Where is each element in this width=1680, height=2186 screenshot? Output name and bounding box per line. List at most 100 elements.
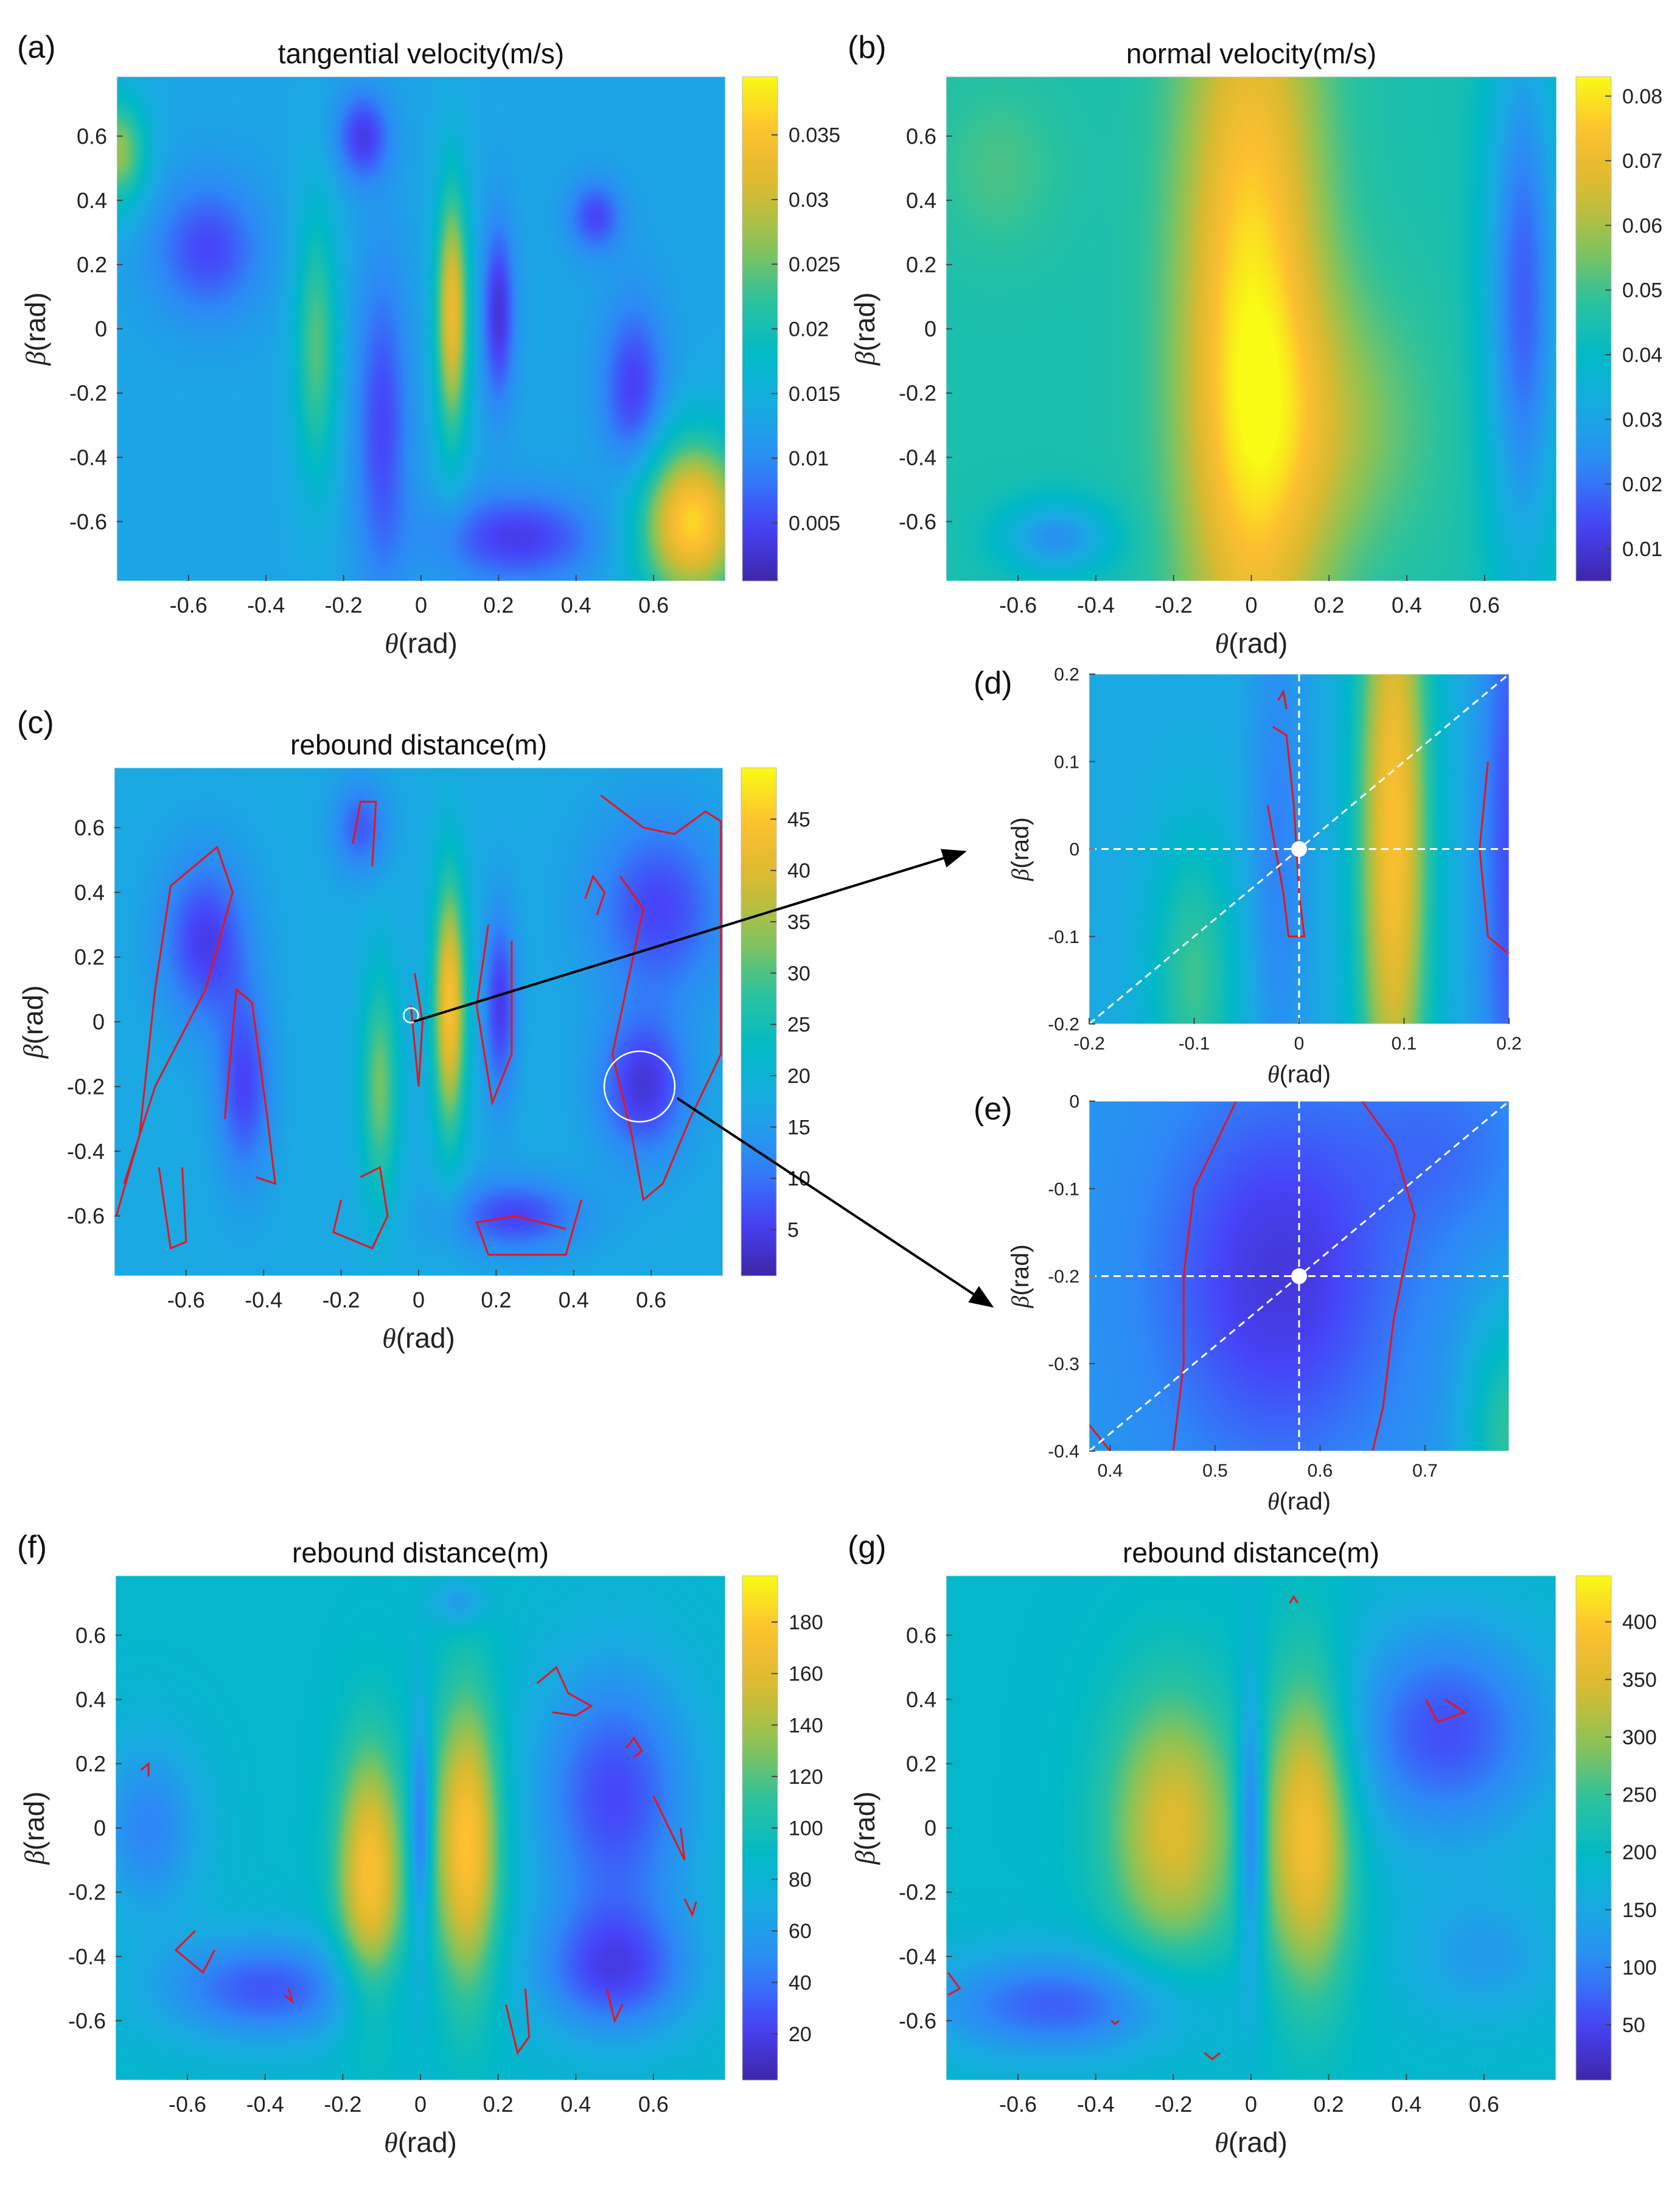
y-tick-label: -0.1 xyxy=(1048,927,1079,947)
contour-line xyxy=(600,795,722,1202)
colorbar-tick-label: 0.05 xyxy=(1622,279,1662,302)
x-tick-label: -0.2 xyxy=(1155,593,1193,618)
y-axis-symbol: β xyxy=(1006,1296,1034,1309)
x-axis-symbol: θ xyxy=(385,628,399,659)
x-tick-label: 0.1 xyxy=(1392,1034,1417,1054)
panel-e: 0.4 0.5 0.6 0.7-0.4-0.3-0.2-0.10θ(rad)β(rad… xyxy=(974,1091,1510,1515)
x-tick-label: 0.2 xyxy=(1314,593,1344,618)
contour-line xyxy=(947,1972,961,1996)
x-tick-label: 0.4 xyxy=(559,1287,589,1312)
y-tick-label: -0.3 xyxy=(1048,1354,1079,1374)
y-axis-label: β(rad) xyxy=(19,292,51,366)
panel-f: -0.6 -0.4 -0.2 0 0.2 0.4 0.6 -0.6 -0.4 -0.2 0 0.2 0.… xyxy=(17,1530,823,2158)
colorbar-tick-label: 20 xyxy=(789,2023,812,2046)
y-tick-label: 0.2 xyxy=(77,252,107,277)
x-axis-unit: (rad) xyxy=(1280,1488,1331,1515)
colorbar-tick-label: 400 xyxy=(1622,1611,1657,1634)
x-tick-label: -0.2 xyxy=(1073,1034,1105,1054)
x-axis-unit: (rad) xyxy=(396,1322,455,1354)
colorbar-tick-label: 15 xyxy=(787,1116,810,1139)
contour-line xyxy=(1204,2052,1221,2061)
x-axis-unit: (rad) xyxy=(399,627,458,659)
y-tick-label: -0.6 xyxy=(69,509,107,534)
contour-line xyxy=(1479,761,1509,955)
y-tick-label: 0.6 xyxy=(906,124,936,148)
y-tick-label: -0.4 xyxy=(899,445,936,470)
chart-title: normal velocity(m/s) xyxy=(1126,38,1377,69)
y-tick-label: 0.6 xyxy=(906,1623,936,1648)
y-tick-label: 0.4 xyxy=(75,1687,106,1712)
contour-line xyxy=(284,1988,295,2004)
x-axis-label: θ(rad) xyxy=(1267,1488,1331,1515)
zoom-arrow-to-d xyxy=(413,849,967,1023)
colorbar-tick-label: 0.02 xyxy=(1622,473,1662,496)
y-tick-label: 0.2 xyxy=(906,252,936,277)
colorbar-tick-label: 20 xyxy=(787,1065,810,1088)
colorbar-tick-label: 350 xyxy=(1622,1668,1657,1691)
contour-line xyxy=(158,1167,187,1250)
y-tick-label: 0.1 xyxy=(1054,752,1079,772)
colorbar-tick-label: 0.04 xyxy=(1622,344,1662,367)
heatmap-field xyxy=(116,1576,725,2080)
colorbar-tick-label: 100 xyxy=(789,1817,823,1840)
colorbar-tick-label: 0.02 xyxy=(789,318,829,341)
contour-line xyxy=(352,801,377,867)
y-tick-label: -0.2 xyxy=(1048,1267,1079,1287)
x-tick-label: -0.6 xyxy=(170,593,207,618)
x-tick-label: 0.2 xyxy=(481,1287,511,1312)
y-tick-label: -0.4 xyxy=(1048,1442,1079,1462)
selected-point-marker xyxy=(1291,1268,1307,1284)
colorbar-tick-label: 30 xyxy=(787,962,810,985)
contour-line xyxy=(1172,1101,1237,1451)
panel-label: (b) xyxy=(848,30,887,65)
y-axis-unit: (rad) xyxy=(1007,817,1034,868)
colorbar-tick-label: 80 xyxy=(789,1868,812,1892)
colorbar-tick-label: 100 xyxy=(1622,1957,1657,1980)
highlight-circle-d xyxy=(403,1007,419,1024)
colorbar-tick-label: 40 xyxy=(787,860,810,883)
y-axis-symbol: β xyxy=(849,352,880,366)
x-tick-label: -0.2 xyxy=(322,1287,360,1312)
y-tick-label: 0 xyxy=(924,316,936,341)
x-tick-label: 0.4 xyxy=(560,2092,591,2117)
colorbar-tick-label: 140 xyxy=(789,1714,823,1737)
y-tick-label: -0.4 xyxy=(67,1139,105,1164)
contour-line xyxy=(652,1795,686,1861)
x-axis-symbol: θ xyxy=(384,2127,398,2158)
colorbar-tick-label: 200 xyxy=(1622,1841,1657,1864)
y-tick-label: -0.2 xyxy=(899,1880,936,1905)
x-tick-label: 0.4 xyxy=(1392,593,1422,618)
panel-d: -0.2 -0.1 0 0.1 0.2-0.2-0.100.10.2θ(rad)β(ra… xyxy=(974,665,1522,1088)
x-axis-unit: (rad) xyxy=(1229,2126,1288,2158)
colorbar-tick-label: 250 xyxy=(1622,1784,1657,1807)
x-tick-label: 0.2 xyxy=(1314,2092,1344,2117)
y-tick-label: -0.6 xyxy=(68,2008,106,2033)
panel-label: (c) xyxy=(17,705,54,740)
y-tick-label: -0.2 xyxy=(1048,1015,1079,1035)
panel-label: (e) xyxy=(974,1091,1013,1127)
contour-line xyxy=(475,924,513,1107)
contour-line xyxy=(1110,2020,1120,2025)
colorbar-tick-label: 150 xyxy=(1622,1899,1657,1922)
y-tick-label: 0 xyxy=(94,1815,106,1840)
y-tick-label: -0.1 xyxy=(1048,1179,1079,1199)
x-axis-symbol: θ xyxy=(1215,2127,1229,2158)
y-tick-label: 0 xyxy=(1069,840,1079,860)
x-axis-unit: (rad) xyxy=(1280,1061,1331,1088)
colorbar-tick-label: 180 xyxy=(789,1611,823,1634)
x-tick-label: -0.6 xyxy=(167,1287,205,1312)
colorbar-tick-label: 0.03 xyxy=(1622,408,1662,431)
y-tick-label: 0.2 xyxy=(906,1751,936,1776)
y-tick-label: -0.2 xyxy=(69,381,107,406)
x-tick-label: 0.7 xyxy=(1412,1461,1438,1481)
y-tick-label: 0 xyxy=(924,1815,936,1840)
colorbar-tick-label: 0.01 xyxy=(789,447,829,470)
contour-line xyxy=(605,1988,624,2024)
y-axis-label: β(rad) xyxy=(849,1791,880,1865)
colorbar-tick-label: 0.015 xyxy=(789,383,840,406)
contour-line xyxy=(536,1666,593,1717)
x-tick-label: 0 xyxy=(1245,2092,1257,2117)
x-tick-label: 0.6 xyxy=(1469,2092,1499,2117)
colorbar-tick-label: 35 xyxy=(787,911,810,934)
y-axis-unit: (rad) xyxy=(849,292,880,351)
